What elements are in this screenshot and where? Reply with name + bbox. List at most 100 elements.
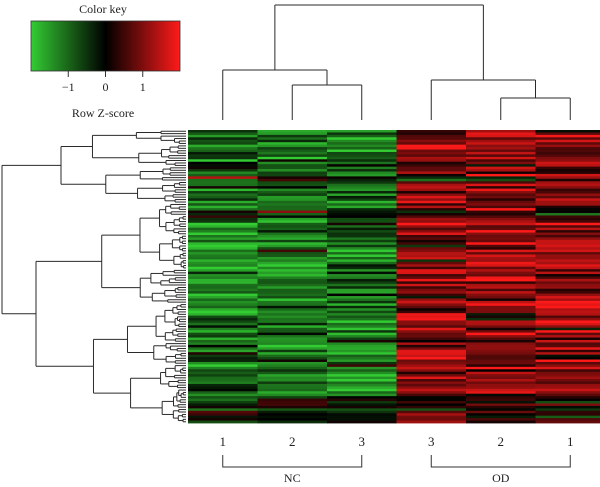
heatmap-cell [466, 398, 536, 402]
heatmap-cell [188, 154, 258, 158]
heatmap-cell [396, 318, 467, 321]
heatmap-cell [188, 222, 258, 226]
heatmap-cell [327, 298, 397, 302]
heatmap-cell [188, 274, 258, 277]
heatmap-cell [327, 156, 397, 160]
heatmap-cell [327, 210, 397, 214]
heatmap-cell [327, 225, 397, 229]
heatmap-cell [535, 269, 600, 273]
heatmap-cell [535, 320, 600, 324]
heatmap-cell [396, 401, 467, 404]
heatmap-cell [466, 298, 536, 302]
heatmap-cell [396, 347, 467, 351]
heatmap-cell [327, 286, 397, 290]
heatmap-cell [466, 318, 536, 321]
heatmap-cell [396, 342, 467, 346]
heatmap-cell [396, 332, 467, 336]
heatmap-cell [396, 327, 467, 331]
heatmap-cell [535, 159, 600, 163]
heatmap-cell [535, 286, 600, 290]
heatmap-cell [188, 203, 258, 207]
heatmap-cell [327, 342, 397, 346]
heatmap-cell [257, 259, 328, 263]
heatmap-cell [188, 144, 258, 148]
heatmap-cell [327, 264, 397, 268]
heatmap-cell [535, 156, 600, 160]
heatmap-cell [535, 208, 600, 211]
heatmap-cell [466, 405, 536, 409]
heatmap-cell [535, 144, 600, 148]
heatmap-cell [257, 252, 328, 255]
heatmap-cell [535, 164, 600, 168]
heatmap-cell [257, 166, 328, 170]
heatmap-cell [466, 379, 536, 382]
heatmap-cell [257, 198, 328, 202]
heatmap-cell [327, 259, 397, 263]
heatmap-cell [327, 283, 397, 287]
heatmap-cell [327, 357, 397, 360]
heatmap-cell [327, 344, 397, 348]
heatmap-cell [257, 186, 328, 189]
heatmap-cell [535, 200, 600, 204]
heatmap-cell [327, 227, 397, 231]
heatmap-cell [396, 149, 467, 153]
heatmap-cell [327, 369, 397, 373]
heatmap-cell [535, 322, 600, 326]
heatmap-cell [396, 379, 467, 382]
heatmap-cell [466, 161, 536, 165]
heatmap-cell [396, 230, 467, 233]
heatmap-cell [396, 244, 467, 248]
heatmap-cell [466, 186, 536, 189]
heatmap-cell [535, 139, 600, 143]
heatmap-cell [188, 171, 258, 175]
heatmap-cell [466, 283, 536, 287]
heatmap-cell [396, 386, 467, 390]
heatmap-cell [396, 264, 467, 268]
heatmap-cell [466, 203, 536, 207]
heatmap-cell [466, 176, 536, 180]
heatmap-cell [327, 405, 397, 409]
heatmap-cell [396, 205, 467, 209]
heatmap-cell [466, 415, 536, 419]
heatmap-cell [396, 247, 467, 251]
heatmap-cell [257, 225, 328, 229]
heatmap-cell [466, 313, 536, 316]
heatmap-cell [327, 330, 397, 334]
heatmap-cell [466, 339, 536, 343]
heatmap-cell [327, 291, 397, 294]
heatmap-cell [535, 371, 600, 375]
heatmap-cell [188, 220, 258, 224]
heatmap-cell [466, 144, 536, 148]
heatmap-cell [257, 208, 328, 211]
heatmap-cell [188, 393, 258, 397]
heatmap-cell [188, 151, 258, 155]
heatmap-cell [188, 403, 258, 407]
heatmap-cell [396, 303, 467, 307]
heatmap-cell [466, 403, 536, 407]
heatmap-cell [188, 369, 258, 373]
heatmap-cell [327, 396, 397, 399]
heatmap-cell [327, 130, 397, 133]
heatmap-cell [466, 252, 536, 255]
heatmap-cell [535, 142, 600, 146]
heatmap-cell [396, 178, 467, 182]
heatmap-cell [327, 359, 397, 363]
heatmap-cell [327, 300, 397, 304]
heatmap-cell [535, 413, 600, 417]
heatmap-cell [327, 281, 397, 285]
heatmap-cell [466, 259, 536, 263]
heatmap-cell [535, 234, 600, 238]
heatmap-cell [327, 391, 397, 395]
heatmap-cell [466, 134, 536, 138]
heatmap-cell [466, 337, 536, 341]
heatmap-cell [188, 266, 258, 270]
heatmap-cell [396, 352, 467, 356]
heatmap-cell [466, 408, 536, 412]
heatmap-cell [396, 398, 467, 402]
heatmap-cell [535, 178, 600, 182]
heatmap-cell [188, 332, 258, 336]
heatmap-cell [257, 230, 328, 233]
heatmap-cell [466, 386, 536, 390]
heatmap-cell [188, 227, 258, 231]
heatmap-cell [257, 403, 328, 407]
